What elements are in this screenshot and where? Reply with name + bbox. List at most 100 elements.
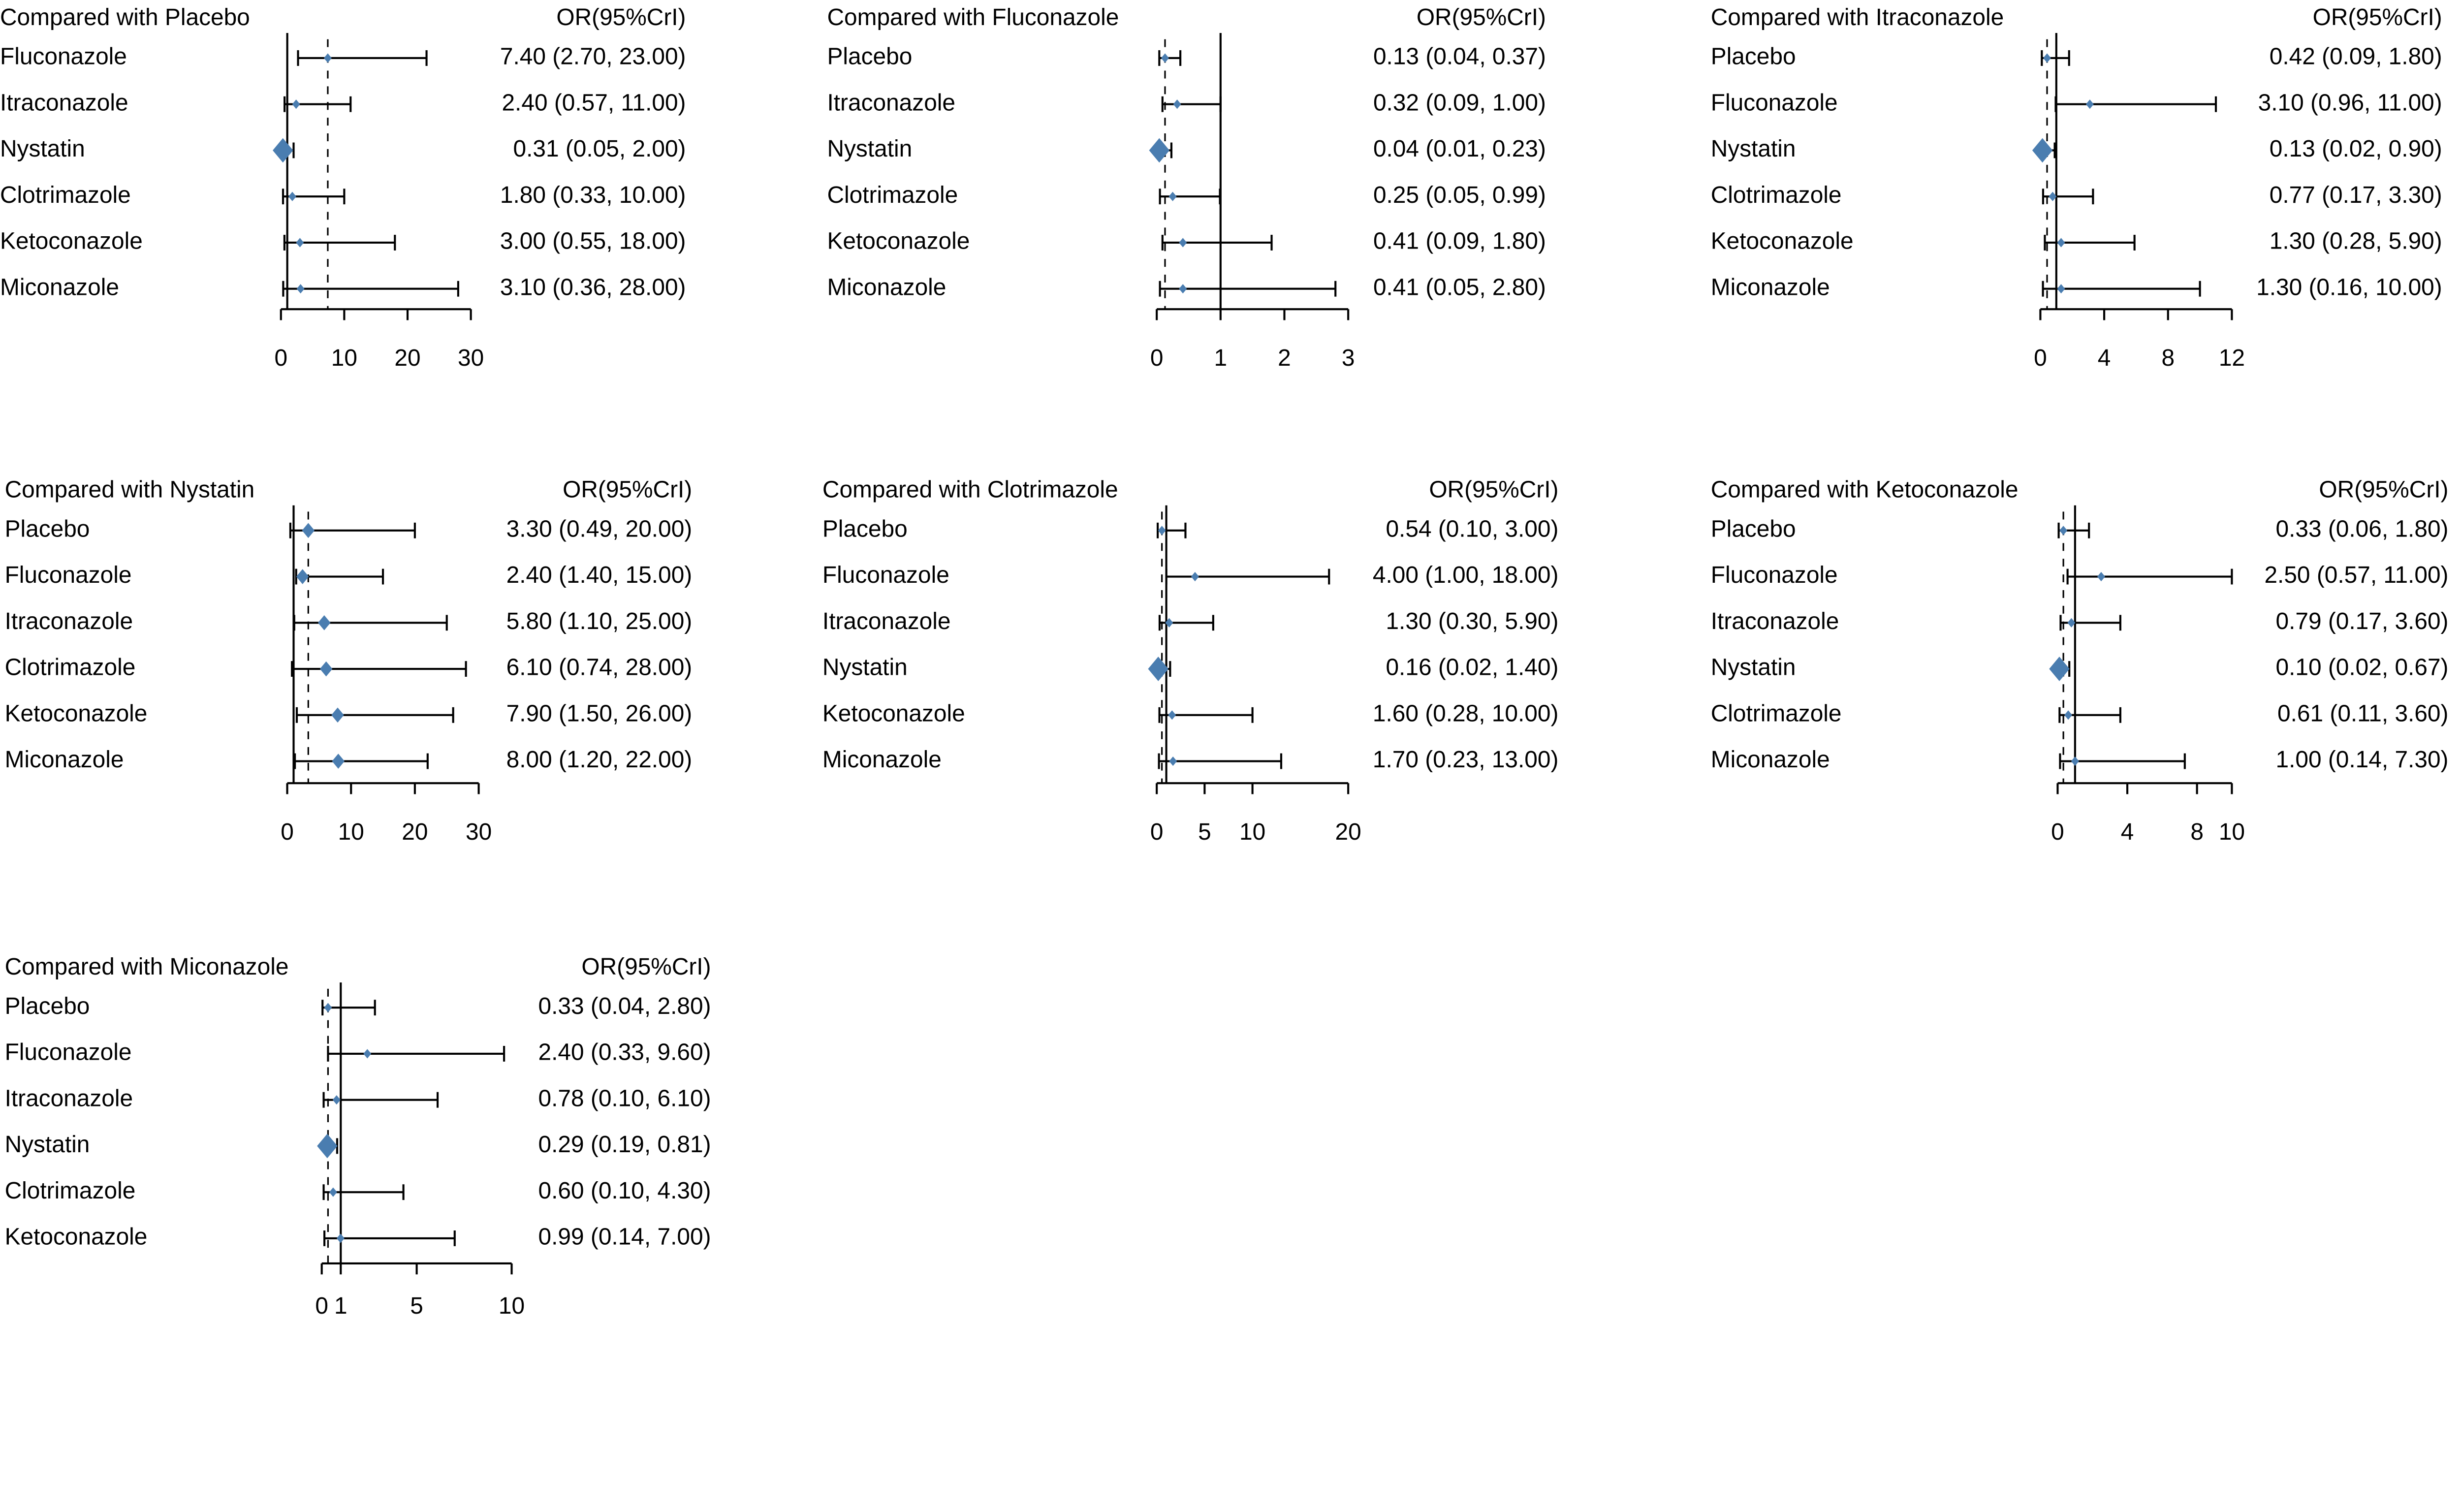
forest-row: Clotrimazole 1.80 (0.33, 10.00) <box>0 182 686 208</box>
or-ci-value: 4.00 (1.00, 18.00) <box>1373 562 1559 588</box>
x-tick-label: 0 <box>281 819 294 845</box>
or-ci-value: 0.99 (0.14, 7.00) <box>538 1224 711 1250</box>
point-estimate-marker <box>1161 53 1169 63</box>
row-label: Ketoconazole <box>1711 228 1854 254</box>
point-estimate-marker <box>1168 710 1176 720</box>
point-estimate-marker <box>1158 526 1166 536</box>
row-label: Placebo <box>1711 44 1796 70</box>
or-ci-value: 0.41 (0.05, 2.80) <box>1373 274 1546 300</box>
forest-row: Nystatin 0.10 (0.02, 0.67) <box>1711 655 2448 681</box>
point-estimate-marker <box>1179 238 1187 248</box>
forest-row: Nystatin 0.13 (0.02, 0.90) <box>1711 136 2442 163</box>
forest-row: Itraconazole 2.40 (0.57, 11.00) <box>0 90 686 116</box>
forest-panel-2: Compared with Fluconazole OR(95%CrI) Place… <box>827 4 1546 371</box>
x-tick-label: 4 <box>2121 819 2134 845</box>
or-ci-value: 0.32 (0.09, 1.00) <box>1373 90 1546 116</box>
or-ci-value: 7.40 (2.70, 23.00) <box>500 44 686 70</box>
x-tick-label: 0 <box>2051 819 2064 845</box>
or-ci-value: 1.30 (0.30, 5.90) <box>1386 608 1558 634</box>
row-label: Fluconazole <box>0 44 127 70</box>
row-label: Itraconazole <box>1711 608 1839 634</box>
or-ci-value: 7.90 (1.50, 26.00) <box>506 700 693 726</box>
row-label: Clotrimazole <box>5 655 136 681</box>
forest-row: Miconazole 3.10 (0.36, 28.00) <box>0 274 686 300</box>
forest-row: Itraconazole 5.80 (1.10, 25.00) <box>5 608 693 634</box>
row-label: Clotrimazole <box>1711 182 1842 208</box>
point-estimate-marker <box>2057 238 2065 248</box>
panel-title: Compared with Clotrimazole <box>822 477 1118 503</box>
or-ci-value: 0.16 (0.02, 1.40) <box>1386 655 1558 681</box>
forest-row: Placebo 0.42 (0.09, 1.80) <box>1711 44 2442 70</box>
forest-row: Fluconazole 2.40 (1.40, 15.00) <box>5 562 693 588</box>
x-tick-label: 8 <box>2190 819 2204 845</box>
panel-title: Compared with Fluconazole <box>827 4 1119 31</box>
forest-row: Fluconazole 2.40 (0.33, 9.60) <box>5 1040 711 1066</box>
forest-row: Miconazole 1.30 (0.16, 10.00) <box>1711 274 2442 300</box>
point-estimate-marker <box>2064 710 2073 720</box>
row-label: Fluconazole <box>822 562 949 588</box>
point-estimate-marker <box>1191 571 1199 582</box>
row-label: Placebo <box>5 993 90 1019</box>
forest-row: Clotrimazole 0.25 (0.05, 0.99) <box>827 182 1546 208</box>
row-label: Clotrimazole <box>1711 700 1842 726</box>
point-estimate-marker <box>319 661 333 677</box>
forest-row: Fluconazole 3.10 (0.96, 11.00) <box>1711 90 2442 116</box>
column-header: OR(95%CrI) <box>1429 477 1558 503</box>
point-estimate-marker <box>2057 284 2065 294</box>
forest-panel-7: Compared with Miconazole OR(95%CrI) Placeb… <box>5 954 711 1318</box>
or-ci-value: 0.79 (0.17, 3.60) <box>2275 608 2448 634</box>
x-tick-label: 5 <box>1198 819 1211 845</box>
x-tick-label: 0 <box>315 1293 328 1319</box>
x-tick-label: 0 <box>1150 345 1164 371</box>
forest-row: Ketoconazole 1.30 (0.28, 5.90) <box>1711 228 2442 254</box>
forest-row: Miconazole 1.00 (0.14, 7.30) <box>1711 747 2449 773</box>
point-estimate-marker <box>323 53 332 63</box>
x-tick-label: 12 <box>2219 345 2245 371</box>
row-label: Itraconazole <box>827 90 955 116</box>
x-tick-label: 10 <box>331 345 357 371</box>
or-ci-value: 8.00 (1.20, 22.00) <box>506 747 693 773</box>
x-tick-label: 10 <box>1239 819 1265 845</box>
point-estimate-marker <box>324 1003 332 1012</box>
row-label: Miconazole <box>1711 274 1830 300</box>
or-ci-value: 2.40 (0.57, 11.00) <box>502 90 686 116</box>
row-label: Miconazole <box>822 747 942 773</box>
row-label: Placebo <box>5 516 90 542</box>
forest-panel-6: Compared with Ketoconazole OR(95%CrI) Plac… <box>1711 477 2449 845</box>
x-tick-label: 2 <box>1278 345 1291 371</box>
point-estimate-marker <box>1165 618 1173 628</box>
or-ci-value: 1.80 (0.33, 10.00) <box>500 182 686 208</box>
forest-row: Placebo 0.33 (0.06, 1.80) <box>1711 516 2449 542</box>
point-estimate-marker <box>1173 99 1181 109</box>
x-tick-label: 30 <box>458 345 484 371</box>
or-ci-value: 0.54 (0.10, 3.00) <box>1386 516 1558 542</box>
point-estimate-marker <box>1148 657 1168 681</box>
point-estimate-marker <box>331 707 344 723</box>
row-label: Nystatin <box>827 136 912 162</box>
point-estimate-marker <box>296 569 309 584</box>
panel-title: Compared with Itraconazole <box>1711 4 2004 31</box>
row-label: Fluconazole <box>5 1040 132 1066</box>
forest-row: Placebo 0.13 (0.04, 0.37) <box>827 44 1546 70</box>
x-tick-label: 10 <box>2219 819 2245 845</box>
forest-row: Fluconazole 7.40 (2.70, 23.00) <box>0 44 686 70</box>
or-ci-value: 5.80 (1.10, 25.00) <box>506 608 693 634</box>
or-ci-value: 0.04 (0.01, 0.23) <box>1373 136 1546 162</box>
or-ci-value: 0.31 (0.05, 2.00) <box>513 136 686 162</box>
or-ci-value: 3.30 (0.49, 20.00) <box>506 516 693 542</box>
forest-row: Ketoconazole 3.00 (0.55, 18.00) <box>0 228 686 254</box>
panel-title: Compared with Placebo <box>0 4 250 31</box>
or-ci-value: 2.40 (1.40, 15.00) <box>506 562 693 588</box>
x-tick-label: 8 <box>2161 345 2175 371</box>
column-header: OR(95%CrI) <box>581 954 711 980</box>
row-label: Fluconazole <box>1711 562 1838 588</box>
forest-row: Itraconazole 0.78 (0.10, 6.10) <box>5 1085 711 1111</box>
forest-row: Miconazole 8.00 (1.20, 22.00) <box>5 747 693 773</box>
point-estimate-marker <box>2032 138 2053 163</box>
row-label: Clotrimazole <box>827 182 958 208</box>
or-ci-value: 3.10 (0.36, 28.00) <box>500 274 686 300</box>
x-tick-label: 30 <box>466 819 492 845</box>
forest-row: Clotrimazole 6.10 (0.74, 28.00) <box>5 655 693 681</box>
row-label: Itraconazole <box>822 608 951 634</box>
x-tick-label: 0 <box>274 345 287 371</box>
